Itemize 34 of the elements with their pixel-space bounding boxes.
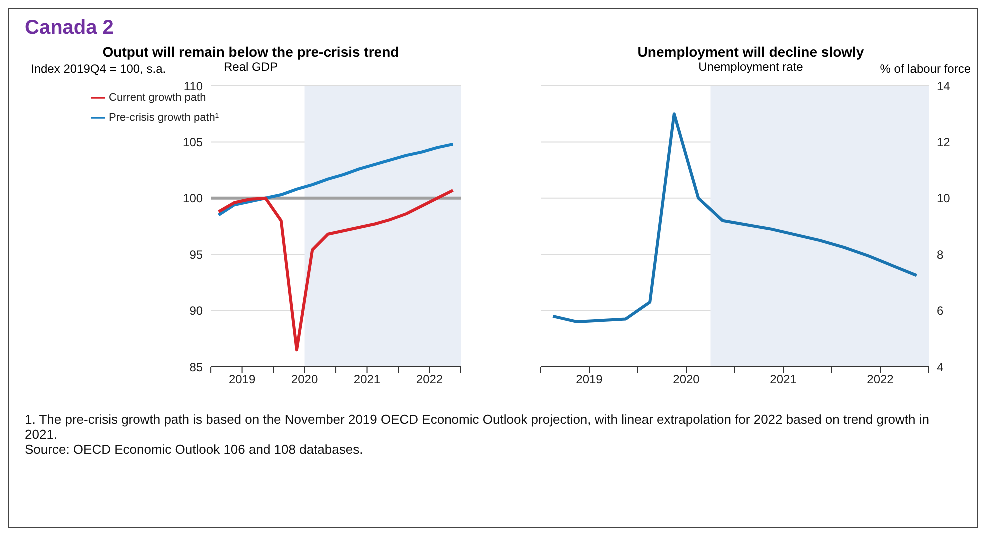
x-tick-label: 2019 (228, 372, 256, 387)
y-axis-title: Index 2019Q4 = 100, s.a. (31, 62, 166, 76)
x-tick-label: 2022 (867, 372, 894, 387)
line-series (217, 142, 455, 217)
x-tick-label: 2021 (354, 372, 381, 387)
x-tick-label: 2019 (576, 372, 604, 387)
line-series (217, 189, 455, 352)
y-tick-label: 12 (937, 135, 951, 150)
x-tick-label: 2020 (291, 372, 318, 387)
y-tick-label: 105 (183, 135, 204, 150)
chart-title: Unemployment will decline slowly (636, 44, 866, 60)
y-tick-label: 110 (184, 79, 204, 94)
chart-subtitle: Real GDP (224, 60, 278, 74)
y-tick-label: 8 (937, 248, 944, 262)
y-tick-label: 14 (937, 79, 951, 94)
y-tick-label: 85 (190, 360, 204, 374)
x-tick-label: 2022 (416, 372, 444, 387)
chart-title: Output will remain below the pre-crisis trend (102, 44, 400, 60)
y-tick-label: 100 (183, 192, 204, 206)
y-tick-label: 4 (937, 360, 944, 374)
y-axis-title: % of labour force (880, 62, 971, 76)
y-tick-label: 90 (190, 304, 204, 318)
chart-subtitle: Unemployment rate (698, 60, 804, 74)
text: 1. The pre-crisis growth path is based on the November 2019 OECD Economic Outlook projection, with linear extrapolation for 2022 based on trend growth in 2021. (25, 412, 930, 442)
y-tick-label: 6 (937, 304, 944, 318)
source-note: Source: OECD Economic Outlook 106 and 108 databases. (25, 442, 364, 457)
x-tick-label: 2020 (673, 372, 700, 387)
x-tick-label: 2021 (770, 372, 798, 387)
text: Canada 2 (25, 17, 115, 40)
legend-label: Current growth path (109, 92, 206, 104)
y-tick-label: 10 (937, 192, 951, 206)
legend-label: Pre-crisis growth path¹ (109, 112, 220, 124)
line-series (552, 112, 918, 324)
y-tick-label: 95 (190, 248, 204, 262)
